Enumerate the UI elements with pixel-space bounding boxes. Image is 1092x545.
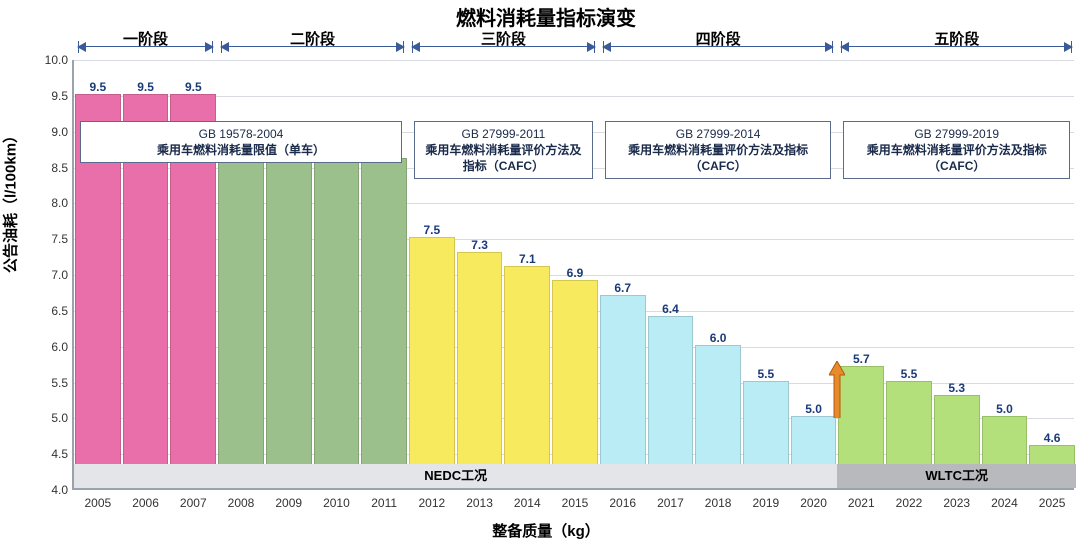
y-tick-label: 4.5	[34, 447, 68, 461]
x-tick-label: 2012	[418, 496, 445, 510]
bar-value-label: 6.9	[567, 266, 584, 280]
y-tick-label: 6.5	[34, 304, 68, 318]
bar	[504, 266, 550, 488]
y-tick-label: 9.0	[34, 125, 68, 139]
x-tick-label: 2010	[323, 496, 350, 510]
x-tick-label: 2024	[991, 496, 1018, 510]
bar-value-label: 5.0	[996, 402, 1013, 416]
x-tick-label: 2016	[609, 496, 636, 510]
x-tick-label: 2020	[800, 496, 827, 510]
bar	[409, 237, 455, 488]
bar-value-label: 7.1	[519, 252, 536, 266]
y-tick-label: 10.0	[34, 53, 68, 67]
y-tick-label: 5.0	[34, 411, 68, 425]
x-tick-label: 2017	[657, 496, 684, 510]
increase-arrow-icon	[829, 361, 845, 418]
x-tick-label: 2008	[228, 496, 255, 510]
bar	[648, 316, 694, 488]
x-tick-label: 2025	[1039, 496, 1066, 510]
bar	[552, 280, 598, 488]
condition-strip: WLTC工况	[837, 464, 1076, 488]
x-axis-label: 整备质量（kg）	[0, 520, 1092, 541]
phase-arrow	[78, 46, 213, 47]
phase-arrow	[412, 46, 595, 47]
x-tick-label: 2009	[275, 496, 302, 510]
bar-value-label: 7.3	[471, 238, 488, 252]
gridline	[74, 60, 1074, 61]
x-tick-label: 2023	[943, 496, 970, 510]
bar	[361, 158, 407, 488]
bar	[457, 252, 503, 489]
bar-value-label: 9.5	[90, 80, 107, 94]
y-tick-label: 7.0	[34, 268, 68, 282]
y-tick-label: 4.0	[34, 483, 68, 497]
x-tick-label: 2011	[371, 496, 397, 510]
x-tick-label: 2022	[896, 496, 923, 510]
bar-value-label: 7.5	[424, 223, 441, 237]
bar-value-label: 5.5	[758, 367, 775, 381]
x-tick-label: 2013	[466, 496, 493, 510]
gridline	[74, 96, 1074, 97]
bar	[314, 158, 360, 488]
x-tick-label: 2006	[132, 496, 159, 510]
bar	[600, 295, 646, 489]
bar	[266, 158, 312, 488]
condition-strip: NEDC工况	[74, 464, 837, 488]
phase-arrow	[603, 46, 834, 47]
phase-arrow	[841, 46, 1072, 47]
y-tick-label: 8.5	[34, 161, 68, 175]
plot-area: 4.04.55.05.56.06.57.07.58.08.59.09.510.0…	[72, 60, 1074, 490]
x-tick-label: 2018	[705, 496, 732, 510]
y-tick-label: 6.0	[34, 340, 68, 354]
standard-callout: GB 19578-2004乘用车燃料消耗量限值（单车）	[80, 121, 402, 163]
chart-title: 燃料消耗量指标演变	[0, 2, 1092, 31]
x-tick-label: 2021	[848, 496, 875, 510]
x-tick-label: 2014	[514, 496, 541, 510]
x-tick-label: 2005	[84, 496, 111, 510]
standard-callout: GB 27999-2011乘用车燃料消耗量评价方法及指标（CAFC）	[414, 121, 593, 180]
x-tick-label: 2007	[180, 496, 207, 510]
bar-value-label: 6.4	[662, 302, 679, 316]
bar-value-label: 5.0	[805, 402, 822, 416]
y-tick-label: 8.0	[34, 196, 68, 210]
bar-value-label: 6.7	[614, 281, 631, 295]
bar-value-label: 5.5	[901, 367, 918, 381]
phase-arrow	[221, 46, 404, 47]
standard-callout: GB 27999-2014乘用车燃料消耗量评价方法及指标（CAFC）	[605, 121, 832, 180]
chart-root: 燃料消耗量指标演变 公告油耗（l/100km） 4.0 4.5 5.0 5.5 6.0 6…	[0, 0, 1092, 545]
bar-value-label: 9.5	[137, 80, 154, 94]
bar-value-label: 9.5	[185, 80, 202, 94]
bar	[218, 158, 264, 488]
x-tick-label: 2015	[562, 496, 589, 510]
bar-value-label: 4.6	[1044, 431, 1061, 445]
y-axis-label: 公告油耗（l/100km）	[0, 127, 21, 272]
bar-value-label: 5.3	[948, 381, 965, 395]
y-tick-label: 7.5	[34, 232, 68, 246]
y-tick-label: 9.5	[34, 89, 68, 103]
standard-callout: GB 27999-2019乘用车燃料消耗量评价方法及指标（CAFC）	[843, 121, 1070, 180]
x-tick-label: 2019	[752, 496, 779, 510]
bar-value-label: 6.0	[710, 331, 727, 345]
y-tick-label: 5.5	[34, 376, 68, 390]
bar-value-label: 5.7	[853, 352, 870, 366]
